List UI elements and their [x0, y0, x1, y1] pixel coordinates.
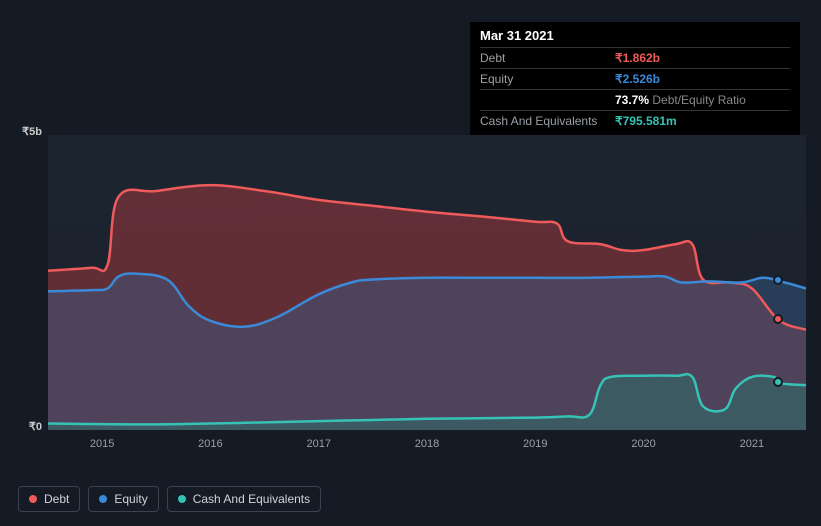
tooltip-row-value: ₹795.581m: [615, 111, 790, 132]
legend-item[interactable]: Debt: [18, 486, 80, 512]
legend-label: Debt: [44, 492, 69, 506]
financial-chart: ₹5b ₹0 2015201620172018201920202021: [18, 120, 806, 450]
tooltip-row-value: ₹1.862b: [615, 48, 790, 69]
y-tick-min: ₹0: [12, 420, 42, 433]
legend-label: Cash And Equivalents: [193, 492, 310, 506]
series-end-marker: [773, 275, 783, 285]
x-tick: 2021: [740, 438, 764, 450]
tooltip-date: Mar 31 2021: [480, 28, 790, 43]
y-tick-max: ₹5b: [12, 125, 42, 138]
tooltip-row-label: Debt: [480, 48, 615, 69]
x-tick: 2017: [306, 438, 330, 450]
legend-label: Equity: [114, 492, 147, 506]
tooltip-table: Debt₹1.862bEquity₹2.526b73.7% Debt/Equit…: [480, 47, 790, 131]
x-axis: 2015 2016 2017 2018 2019 2020 2021: [48, 438, 806, 452]
x-tick: 2020: [631, 438, 655, 450]
legend-dot-icon: [29, 495, 37, 503]
chart-legend: Debt Equity Cash And Equivalents: [18, 486, 321, 512]
tooltip-row-label: [480, 90, 615, 111]
tooltip-row-value: ₹2.526b: [615, 69, 790, 90]
series-end-marker: [773, 377, 783, 387]
chart-svg: [48, 135, 806, 430]
tooltip-row-label: Equity: [480, 69, 615, 90]
chart-tooltip: Mar 31 2021 Debt₹1.862bEquity₹2.526b73.7…: [470, 22, 800, 135]
x-tick: 2016: [198, 438, 222, 450]
series-end-marker: [773, 314, 783, 324]
legend-dot-icon: [178, 495, 186, 503]
legend-dot-icon: [99, 495, 107, 503]
x-tick: 2019: [523, 438, 547, 450]
x-tick: 2015: [90, 438, 114, 450]
legend-item[interactable]: Equity: [88, 486, 158, 512]
tooltip-row-label: Cash And Equivalents: [480, 111, 615, 132]
tooltip-row-value: 73.7% Debt/Equity Ratio: [615, 90, 790, 111]
legend-item[interactable]: Cash And Equivalents: [167, 486, 321, 512]
x-tick: 2018: [415, 438, 439, 450]
plot-area[interactable]: [48, 135, 806, 430]
